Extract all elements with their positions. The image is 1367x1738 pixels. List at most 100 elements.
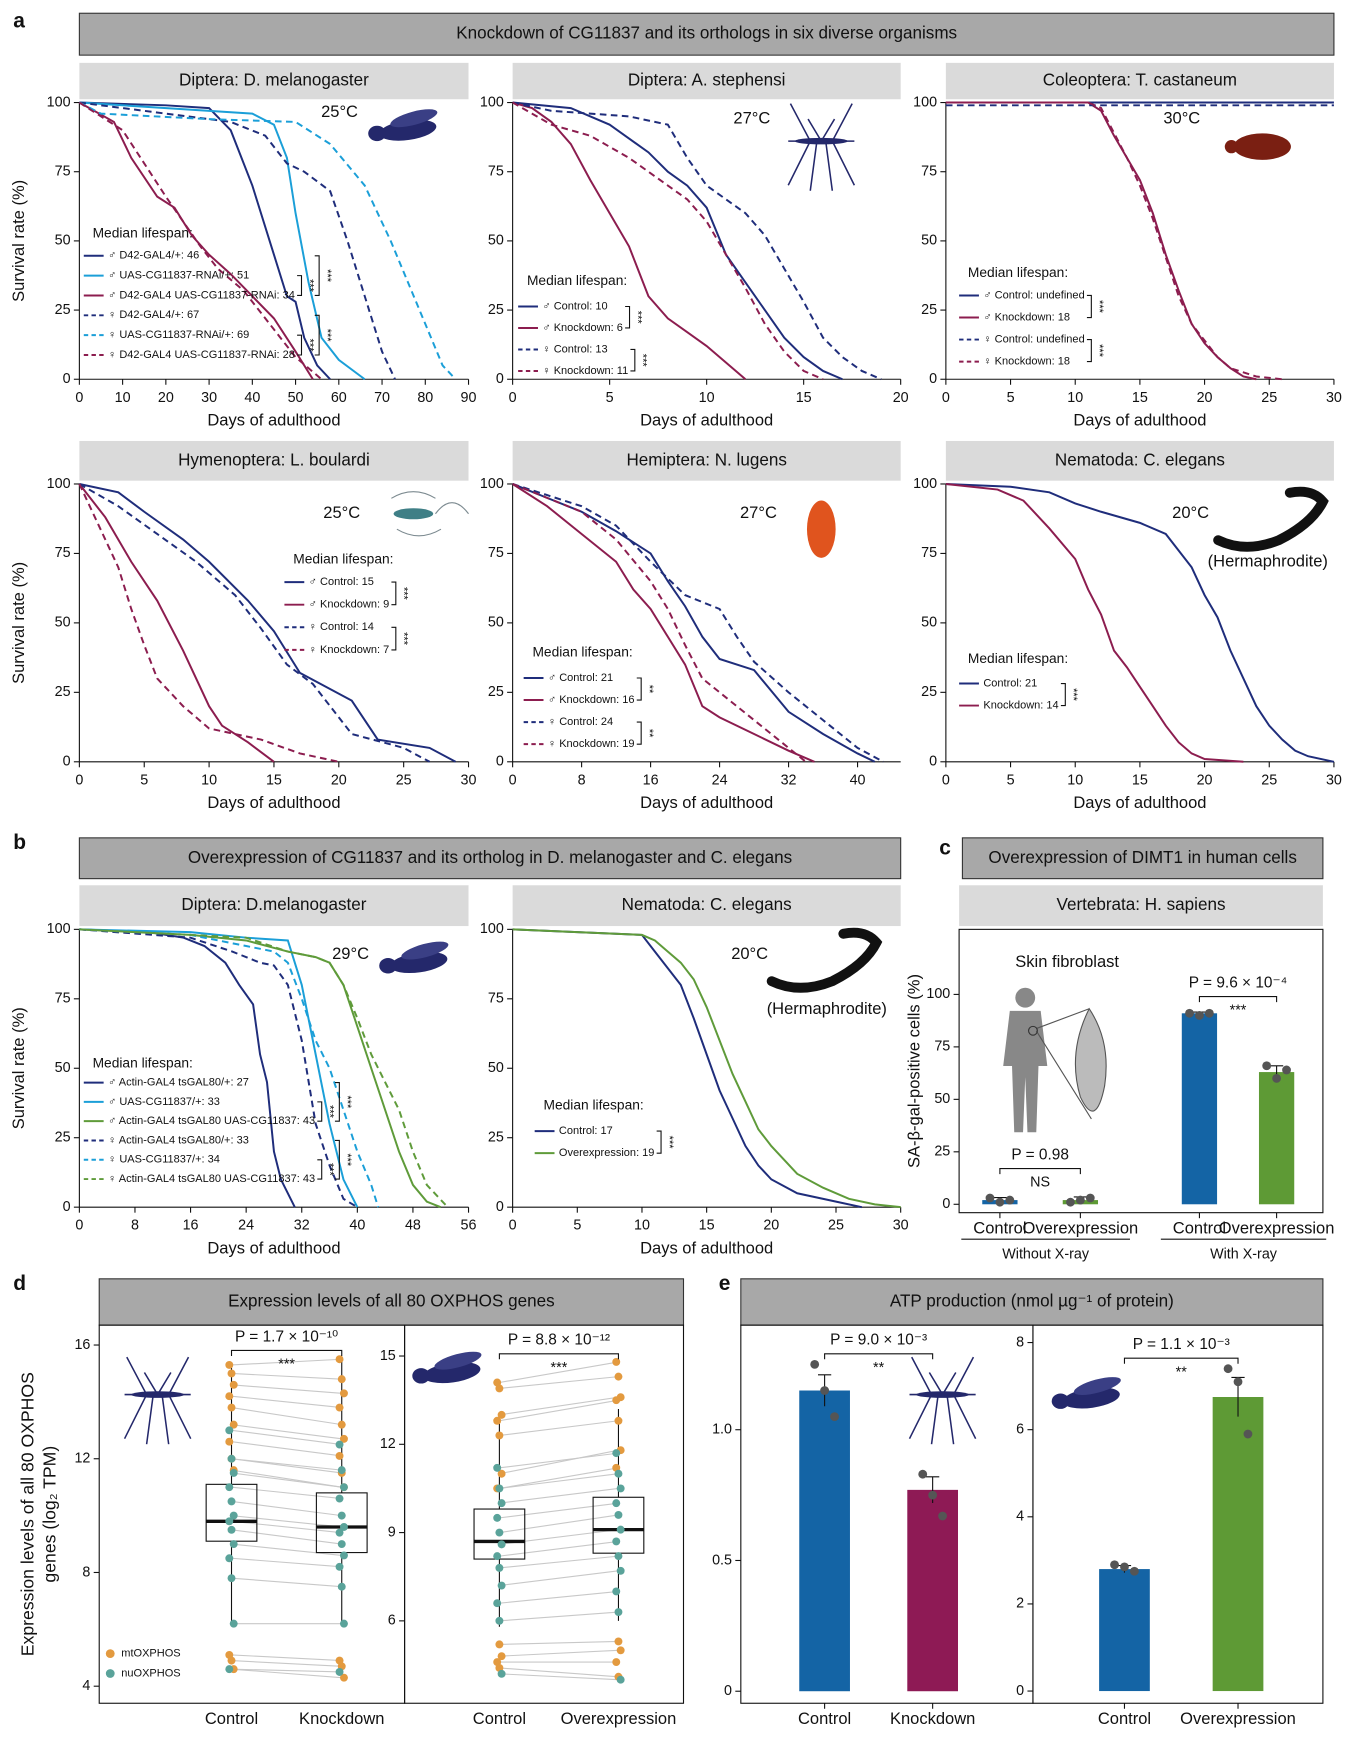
paired-line	[231, 1424, 342, 1440]
x-tick-label: 10	[1067, 772, 1083, 788]
paired-line	[499, 1611, 619, 1622]
legend-label: ♀ Knockdown: 18	[983, 356, 1070, 368]
bar	[907, 1489, 959, 1692]
paired-line	[231, 1486, 342, 1500]
data-point	[493, 1513, 502, 1522]
significance-label: ***	[321, 329, 333, 343]
y-tick-label: 0.5	[712, 1552, 732, 1568]
x-tick-label: 60	[331, 390, 347, 406]
y-tick-label: 50	[55, 1060, 71, 1076]
paired-line	[231, 1441, 342, 1457]
x-tick-label: 0	[509, 1218, 517, 1234]
plot-frame	[1032, 1324, 1324, 1704]
icon-worm	[766, 927, 883, 993]
data-point	[1066, 1197, 1075, 1207]
legend-label: ♂ Knockdown: 6	[542, 322, 623, 334]
bar	[1212, 1397, 1264, 1692]
data-point	[616, 1566, 625, 1575]
x-tick-label: 0	[75, 1218, 83, 1234]
paired-line	[499, 1667, 619, 1678]
significance-bracket	[314, 314, 320, 356]
paired-line	[499, 1590, 619, 1604]
significance-bracket	[297, 334, 303, 356]
data-point	[614, 1608, 623, 1617]
paired-line	[231, 1358, 342, 1366]
icon-beetle-head	[1224, 140, 1239, 154]
x-tick-label: Overexpression	[1023, 1219, 1139, 1238]
x-tick-label: 10	[201, 772, 217, 788]
data-point	[335, 1562, 344, 1571]
x-tick-label: 10	[115, 390, 131, 406]
y-tick-label: 0	[496, 1199, 504, 1215]
data-point	[493, 1599, 502, 1608]
x-tick-label: 48	[405, 1218, 421, 1234]
comparison-p: P = 8.8 × 10⁻¹²	[508, 1332, 610, 1349]
x-tick-label: 0	[75, 390, 83, 406]
icon-mosquito	[908, 1356, 977, 1445]
x-axis-label: Days of adulthood	[640, 793, 773, 812]
legend-label: ♂ Actin-GAL4 tsGAL80 UAS-CG11837: 43	[108, 1115, 315, 1127]
y-tick-label: 8	[1016, 1334, 1024, 1350]
x-tick-label: Knockdown	[890, 1709, 975, 1728]
data-point	[938, 1511, 947, 1521]
data-point	[614, 1510, 623, 1519]
x-tick-label: 30	[1326, 390, 1342, 406]
legend-label: Control: 17	[559, 1125, 613, 1137]
paired-line	[231, 1395, 342, 1409]
y-tick-label: 0	[63, 754, 71, 770]
significance-label: ***	[321, 269, 333, 283]
y-tick-label: 100	[47, 476, 71, 492]
x-tick-label: 25	[828, 1218, 844, 1234]
x-tick-label: 30	[461, 772, 477, 788]
annotation: 30°C	[1163, 108, 1200, 127]
data-point	[616, 1675, 625, 1684]
data-point	[1262, 1061, 1272, 1071]
comparison-bracket	[1123, 1357, 1239, 1364]
data-point	[335, 1451, 344, 1460]
bar	[1181, 1013, 1218, 1205]
comparison-stars: ***	[551, 1360, 568, 1376]
legend-label: ♂ D42-GAL4 UAS-CG11837-RNAi: 34	[108, 289, 295, 301]
x-tick-label: 56	[461, 1218, 477, 1234]
icon-beetle	[1233, 133, 1291, 160]
header-box	[78, 837, 902, 880]
data-point	[612, 1587, 621, 1596]
significance-label: **	[643, 685, 655, 694]
y-tick-label: 50	[488, 615, 504, 631]
bar	[1099, 1569, 1150, 1692]
x-axis-label: Days of adulthood	[640, 1238, 773, 1257]
annotation: 20°C	[1172, 503, 1209, 522]
y-tick-label: 75	[55, 991, 71, 1007]
survival-curve	[512, 483, 876, 763]
x-tick-label: 15	[266, 772, 282, 788]
panel-header: Overexpression of CG11837 and its orthol…	[188, 848, 792, 867]
icon-wasp	[393, 508, 434, 520]
legend-marker	[105, 1649, 115, 1659]
y-tick-label: 100	[913, 94, 937, 110]
legend-label: ♂ Knockdown: 16	[548, 694, 635, 706]
data-point	[495, 1616, 504, 1625]
subheader-box	[512, 440, 901, 481]
y-axis-label: Survival rate (%)	[9, 180, 28, 302]
data-point	[339, 1483, 348, 1492]
data-point	[497, 1669, 506, 1678]
legend-label: ♀ Knockdown: 11	[542, 365, 628, 377]
chart-title: Diptera: D. melanogaster	[179, 71, 369, 90]
data-point	[339, 1389, 348, 1398]
y-tick-label: 2	[1016, 1596, 1024, 1612]
data-point	[1223, 1364, 1233, 1374]
y-tick-label: 4	[1016, 1509, 1024, 1525]
data-point	[985, 1193, 995, 1203]
y-tick-label: 75	[488, 991, 504, 1007]
chart-title: Diptera: D.melanogaster	[181, 895, 366, 914]
legend-label: ♀ Actin-GAL4 tsGAL80/+: 33	[108, 1134, 249, 1146]
x-tick-label: 0	[942, 772, 950, 788]
data-point	[225, 1437, 234, 1446]
legend-title: Median lifespan:	[93, 225, 193, 240]
icon-fly-wing	[401, 941, 449, 960]
x-tick-label: 80	[417, 390, 433, 406]
survival-curve	[512, 101, 824, 381]
data-point	[225, 1554, 234, 1563]
legend-label: ♀ Knockdown: 19	[548, 738, 635, 750]
y-tick-label: 8	[82, 1564, 90, 1580]
